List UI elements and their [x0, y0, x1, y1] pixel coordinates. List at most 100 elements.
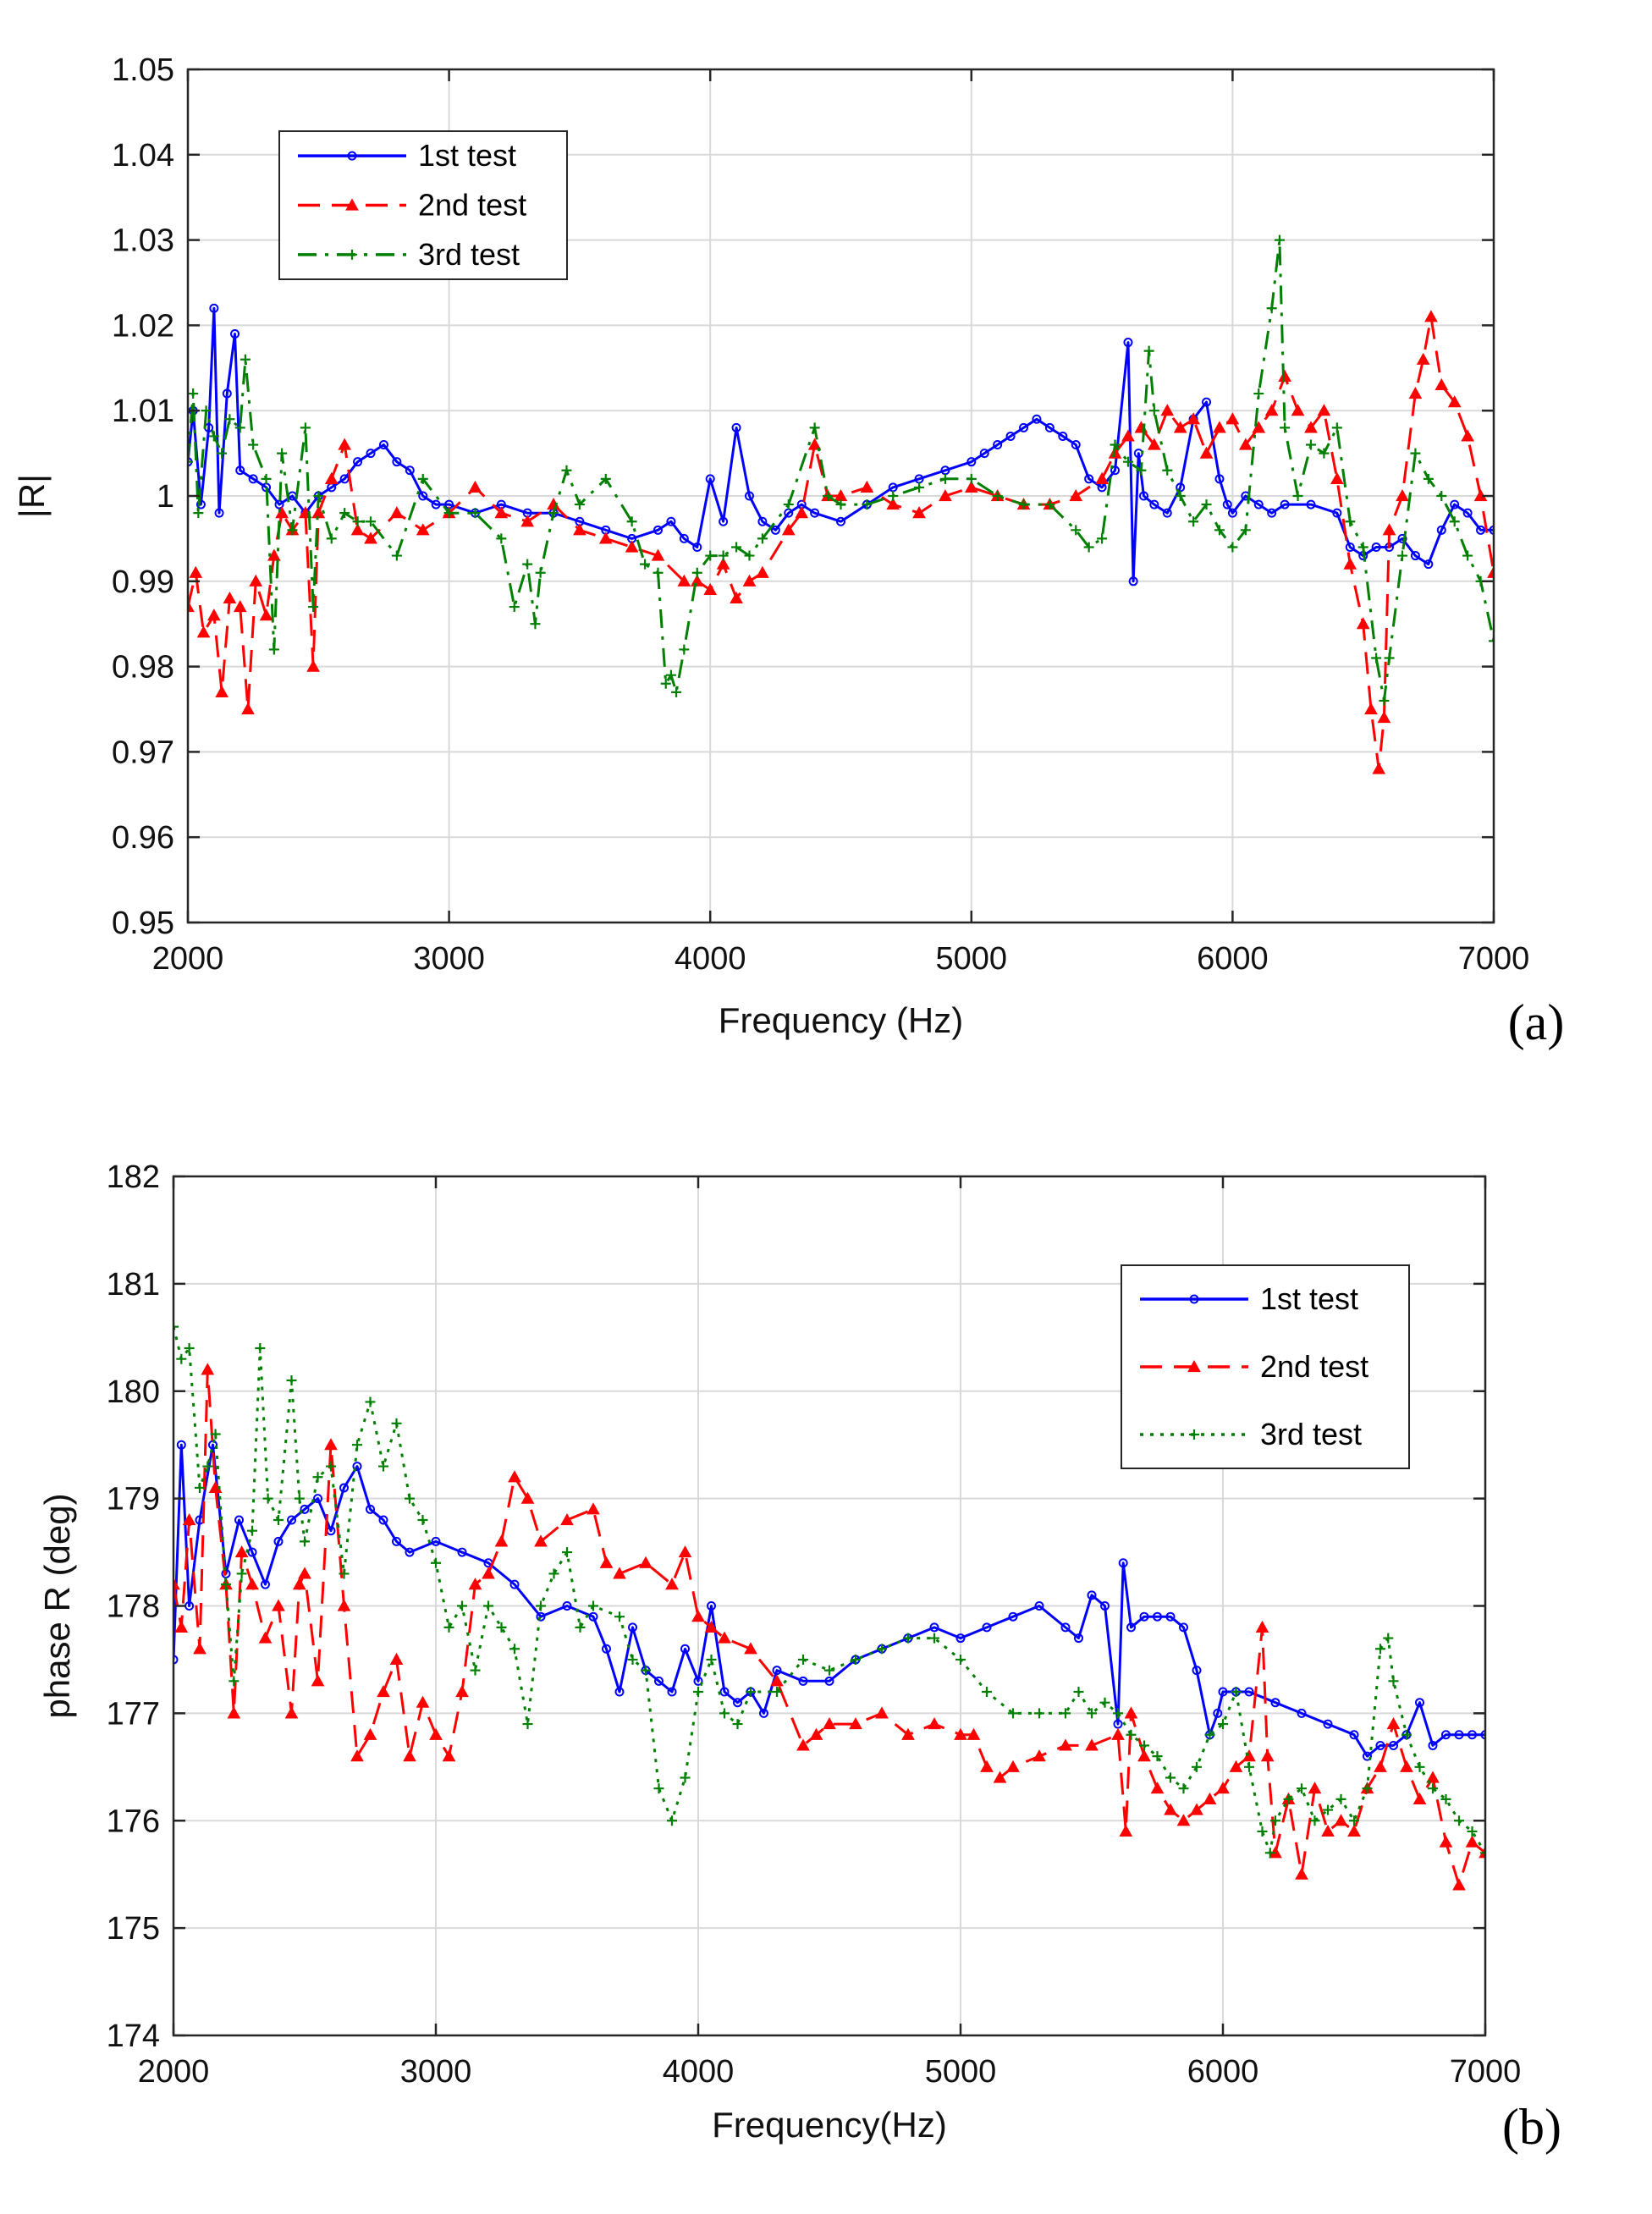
data-point	[272, 1599, 285, 1611]
data-point	[1006, 1760, 1020, 1772]
data-point	[807, 438, 822, 450]
data-point	[214, 508, 224, 518]
data-point	[377, 1684, 390, 1698]
data-point	[1110, 465, 1121, 476]
data-point	[188, 388, 199, 399]
data-point	[1424, 310, 1438, 322]
data-point	[442, 1749, 456, 1762]
data-point	[176, 1353, 187, 1364]
data-point	[939, 488, 952, 502]
data-point	[561, 465, 572, 476]
data-point	[849, 1717, 862, 1730]
data-point	[324, 471, 339, 484]
data-point	[1178, 1783, 1189, 1794]
data-point	[1362, 1783, 1373, 1794]
data-point	[966, 473, 977, 484]
data-point	[1122, 456, 1133, 467]
data-point	[1005, 431, 1016, 441]
data-point	[1071, 440, 1081, 450]
data-point	[1280, 422, 1291, 433]
data-point	[287, 525, 298, 536]
data-point	[1118, 1558, 1128, 1568]
data-point	[1332, 508, 1342, 518]
data-point	[1388, 1676, 1399, 1687]
data-point	[1423, 473, 1434, 484]
data-point	[249, 574, 263, 587]
y-axis-label: |R|	[12, 474, 52, 518]
data-point	[468, 1578, 482, 1590]
data-point	[1377, 711, 1391, 724]
x-tick-label: 3000	[413, 941, 485, 977]
data-point	[173, 1655, 179, 1665]
data-point	[207, 609, 221, 621]
data-point	[258, 1631, 273, 1644]
data-point	[1436, 491, 1447, 501]
data-point	[522, 1719, 533, 1730]
data-point	[248, 439, 259, 450]
data-point	[707, 1601, 716, 1611]
data-point	[1465, 1835, 1479, 1848]
data-point	[1227, 508, 1237, 518]
data-point	[798, 1676, 808, 1686]
data-point	[306, 659, 320, 672]
data-point	[259, 609, 273, 621]
data-point	[431, 499, 441, 509]
data-point	[209, 303, 219, 313]
data-point	[1317, 404, 1331, 416]
data-point	[836, 516, 845, 526]
data-point	[704, 1620, 719, 1633]
data-point	[1264, 1848, 1275, 1859]
data-point	[391, 1418, 402, 1429]
data-point	[1454, 1815, 1464, 1826]
data-point	[1264, 404, 1279, 416]
data-point	[1058, 431, 1068, 441]
y-tick-label: 1.03	[112, 223, 174, 259]
data-point	[363, 1727, 377, 1740]
data-point	[208, 431, 219, 442]
data-point	[678, 1545, 692, 1558]
data-point	[954, 1727, 967, 1740]
data-point	[391, 550, 402, 561]
data-point	[1343, 557, 1357, 570]
data-point	[1113, 1708, 1123, 1719]
data-point	[626, 516, 637, 527]
data-point	[666, 516, 676, 526]
data-point	[286, 1375, 297, 1386]
y-tick-label: 178	[107, 1589, 160, 1625]
data-point	[173, 1321, 179, 1332]
data-point	[1252, 421, 1266, 433]
data-point	[308, 602, 319, 613]
data-point	[1201, 499, 1212, 510]
data-point	[851, 1654, 861, 1665]
data-point	[390, 506, 404, 519]
data-point	[536, 1600, 546, 1611]
data-point	[292, 1578, 306, 1590]
data-point	[1278, 369, 1291, 382]
data-point	[277, 448, 288, 459]
y-tick-label: 177	[107, 1696, 160, 1732]
x-tick-label: 2000	[138, 2054, 210, 2090]
legend-marker	[347, 151, 357, 161]
data-point	[1345, 542, 1355, 552]
data-point	[1214, 474, 1225, 484]
data-point	[1044, 499, 1055, 510]
data-point	[1097, 533, 1108, 544]
legend-marker	[347, 249, 357, 260]
data-point	[470, 508, 481, 519]
data-point	[795, 506, 809, 519]
data-point	[496, 533, 507, 544]
legend-label: 2nd test	[1260, 1349, 1368, 1384]
data-point	[405, 465, 415, 476]
data-point	[1074, 1633, 1083, 1644]
data-point	[1408, 387, 1423, 399]
y-tick-label: 175	[107, 1911, 160, 1947]
data-point	[1165, 1611, 1176, 1622]
data-point	[1073, 1687, 1084, 1697]
data-point	[1121, 429, 1135, 442]
data-point	[364, 531, 377, 544]
x-tick-label: 3000	[400, 2054, 472, 2090]
data-point	[1382, 523, 1396, 536]
data-point	[1216, 1782, 1230, 1794]
data-point	[599, 1556, 614, 1568]
data-point	[1203, 1792, 1217, 1804]
